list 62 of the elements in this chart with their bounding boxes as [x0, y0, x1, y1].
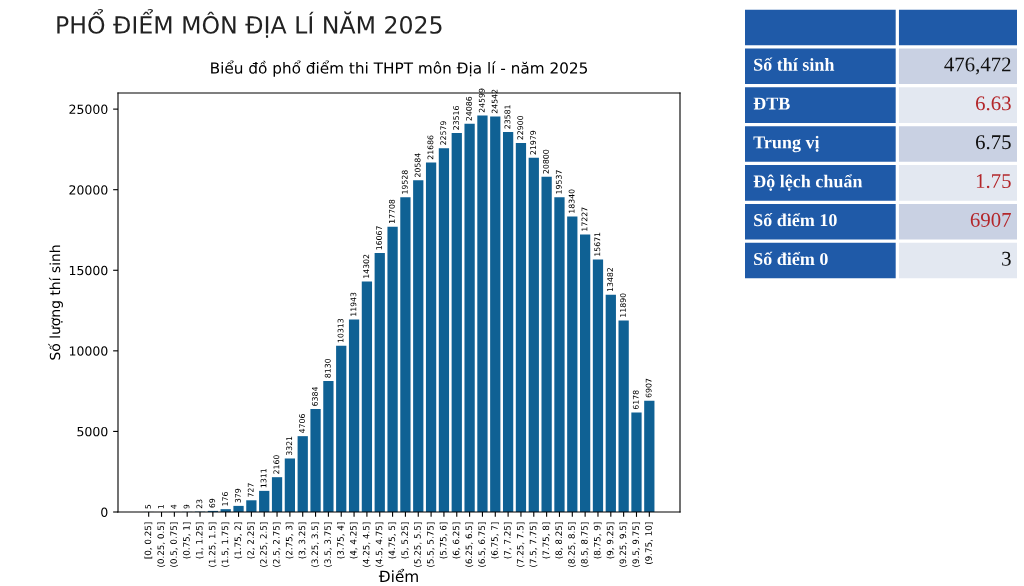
text: 6907 [970, 212, 1011, 227]
x-tick-label: (9.75, 10] [645, 522, 653, 564]
x-tick-label: (1.75, 2] [234, 522, 243, 559]
text: Số thí sinh [754, 57, 835, 71]
x-tick-label: (6.25, 6.5] [465, 522, 474, 567]
y-tick-label: 20000 [69, 185, 108, 195]
x-tick-label: (6.75, 7] [491, 522, 499, 559]
x-tick-label: (0.25, 0.5] [157, 522, 166, 567]
text: 3 [1002, 251, 1011, 266]
x-tick-label: (7.5, 7.75] [529, 522, 538, 567]
x-tick-label: (8.25, 8.5] [568, 522, 576, 567]
x-tick-label: (1, 1.25] [195, 522, 204, 559]
y-tick-label: 25000 [69, 104, 108, 115]
x-tick-label: (5.75, 6] [439, 522, 448, 559]
x-tick-label: (4, 4.25] [349, 522, 358, 559]
x-tick-label: (9, 9.25] [606, 522, 615, 559]
chart-title: PHỔ ĐIỂM MÔN ĐỊA LÍ NĂM 2025 [57, 8, 442, 38]
chart-subtitle: Biểu đồ phổ điểm thi THPT môn Địa lí - năm 2025 [211, 60, 588, 77]
x-tick-label: (9.25, 9.5] [619, 522, 628, 567]
x-tick-label: (3.25, 3.5] [311, 522, 320, 567]
text: Trung vị [753, 135, 820, 153]
y-tick-label: 10000 [69, 346, 108, 356]
x-tick-label: (8, 8.25] [555, 522, 564, 559]
x-tick-label: (6.5, 6.75] [478, 522, 487, 567]
x-tick-label: (5.5, 5.75] [426, 522, 435, 567]
y-axis-title: Số lượng thí sinh [48, 245, 63, 360]
x-tick-label: (2.5, 2.75] [272, 522, 281, 567]
x-tick-label: (0.75, 1] [182, 522, 191, 559]
text: ĐTB [753, 97, 790, 110]
x-tick-label: (2.25, 2.5] [259, 522, 268, 567]
x-tick-label: (7, 7.25] [503, 522, 512, 559]
text: Số điểm 0 [754, 251, 828, 266]
x-tick-label: (5, 5.25] [401, 522, 409, 559]
x-tick-label: (0.5, 0.75] [170, 522, 178, 567]
text: Độ lệch chuẩn [753, 174, 863, 191]
x-tick-label: (1.5, 1.75] [221, 522, 230, 567]
x-tick-label: (9.5, 9.75] [632, 522, 641, 567]
x-axis-title: Điểm [378, 568, 418, 583]
x-tick-label: [0, 0.25] [144, 522, 153, 559]
x-tick-label: (7.75, 8] [542, 522, 551, 559]
x-tick-label: (2.75, 3] [285, 522, 294, 559]
y-tick-label: 5000 [77, 426, 108, 437]
x-tick-label: (4.25, 4.5] [362, 522, 371, 567]
x-tick-label: (4.75, 5] [388, 522, 397, 559]
x-tick-label: (3, 3.25] [298, 522, 307, 559]
y-tick-label: 0 [101, 507, 108, 517]
text: 1.75 [976, 174, 1011, 189]
x-tick-label: (2, 2.25] [247, 522, 255, 559]
x-tick-label: (8.75, 9] [593, 522, 602, 559]
x-tick-label: (6, 6.25] [452, 522, 461, 559]
y-tick-label: 15000 [69, 265, 108, 276]
x-tick-label: (7.25, 7.5] [516, 522, 525, 567]
x-tick-label: (5.25, 5.5] [414, 522, 422, 567]
text: 6.63 [976, 96, 1011, 111]
x-tick-label: (4.5, 4.75] [375, 522, 384, 567]
text: 6.75 [976, 135, 1011, 150]
x-tick-label: (3.5, 3.75] [324, 522, 332, 567]
x-tick-label: (8.5, 8.75] [580, 522, 589, 567]
x-tick-label: (1.25, 1.5] [208, 522, 217, 567]
text: Số điểm 10 [754, 212, 837, 227]
text: 476,472 [944, 57, 1011, 75]
x-tick-label: (3.75, 4] [337, 522, 345, 559]
